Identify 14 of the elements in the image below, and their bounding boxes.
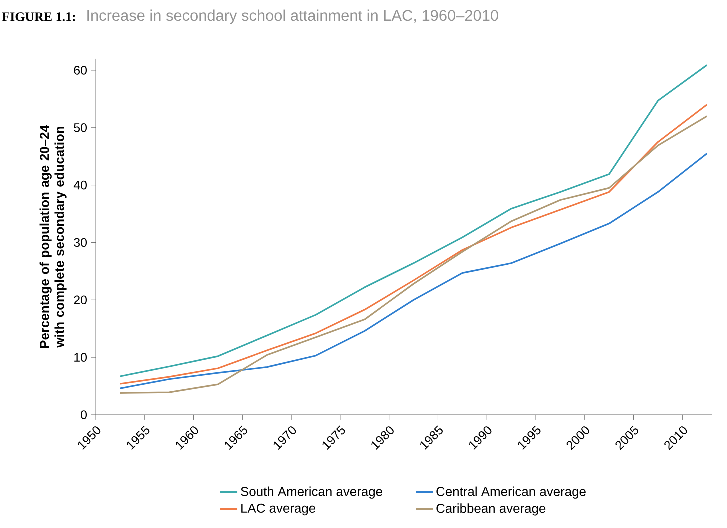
legend-label: LAC average	[242, 504, 316, 516]
legend-label: Central American average	[436, 486, 586, 499]
y-tick-label: 10	[74, 353, 87, 362]
legend-label: Caribbean average	[436, 504, 546, 516]
y-axis-title: Percentage of population age 20–24 with complete secondary education	[40, 125, 67, 348]
chart-title: FIGURE 1.1:	[2, 12, 76, 22]
y-tick-label: 20	[74, 296, 87, 305]
y-tick-label: 30	[74, 238, 87, 248]
y-tick-label: 50	[74, 123, 87, 132]
y-tick-label: 60	[74, 66, 87, 75]
legend-label: South American average	[241, 486, 382, 499]
y-tick-label: 0	[81, 410, 88, 420]
y-tick-label: 40	[74, 180, 87, 190]
chart-subtitle: Increase in secondary school attainment in LAC, 1960–2010	[88, 10, 498, 24]
